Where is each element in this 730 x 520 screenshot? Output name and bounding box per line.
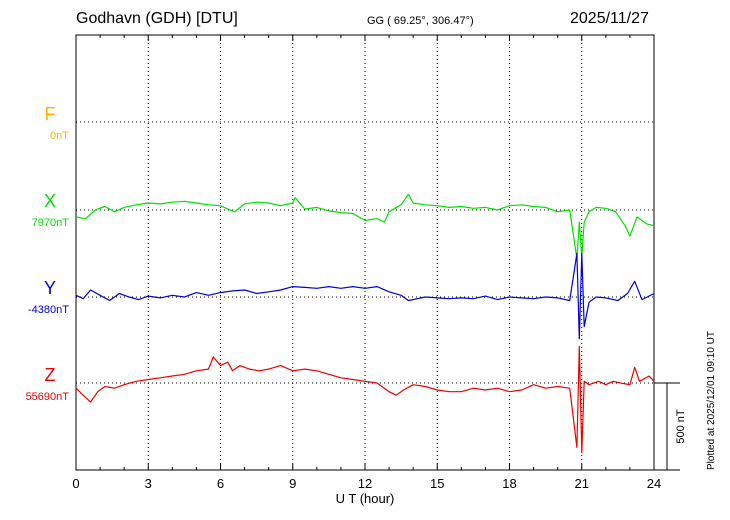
x-axis-ticks: 0 3 6 9 12 15 18 21 24	[72, 35, 661, 491]
scale-bar-label: 500 nT	[675, 409, 687, 444]
series-name-y: Y	[44, 278, 56, 298]
x-tick-label: 9	[289, 476, 296, 491]
series-line-x	[75, 193, 655, 260]
series-labels: F 0nT X 7970nT Y -4380nT Z 55690nT	[26, 104, 70, 403]
x-tick-label: 12	[358, 476, 372, 491]
x-tick-label: 6	[217, 476, 224, 491]
series-baseline-f: 0nT	[50, 130, 69, 142]
series-lines	[75, 193, 655, 454]
series-line-z	[75, 345, 655, 454]
x-axis-label: U T (hour)	[336, 491, 395, 506]
series-line-y	[75, 252, 655, 340]
scale-bar: 500 nT	[654, 382, 687, 471]
x-tick-label: 18	[502, 476, 516, 491]
series-baseline-x: 7970nT	[32, 217, 70, 229]
x-tick-label: 15	[430, 476, 444, 491]
plot-date: 2025/11/27	[570, 10, 649, 27]
series-name-x: X	[44, 191, 56, 211]
series-baseline-z: 55690nT	[26, 391, 70, 403]
series-baseline-y: -4380nT	[28, 304, 69, 316]
series-name-f: F	[45, 104, 56, 124]
x-tick-label: 0	[72, 476, 79, 491]
station-title: Godhavn (GDH) [DTU]	[76, 10, 238, 27]
x-tick-label: 3	[145, 476, 152, 491]
plot-frame	[75, 34, 655, 471]
series-name-z: Z	[45, 365, 56, 385]
grid-lines	[76, 35, 654, 470]
x-tick-label: 21	[575, 476, 589, 491]
geographic-coordinates: GG ( 69.25°, 306.47°)	[367, 15, 474, 27]
x-tick-label: 24	[647, 476, 661, 491]
